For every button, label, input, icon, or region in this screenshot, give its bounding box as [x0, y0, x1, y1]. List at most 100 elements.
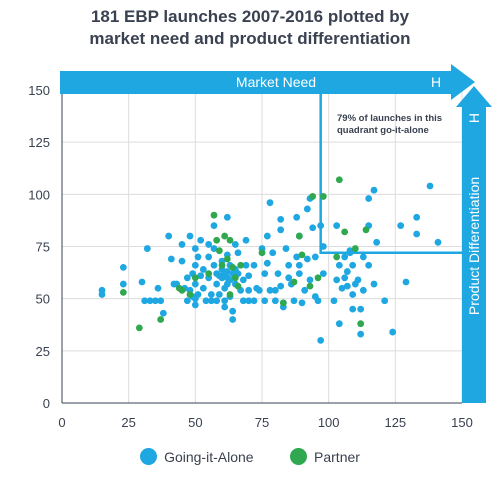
going-alone-point [373, 238, 381, 246]
going-alone-point [205, 253, 213, 261]
partner-point [226, 291, 234, 298]
going-alone-point [314, 297, 322, 305]
quadrant-annotation-line-2: quadrant go-it-alone [337, 125, 429, 136]
going-alone-point [365, 261, 373, 269]
going-alone-point [239, 297, 247, 305]
going-alone-point [183, 297, 191, 305]
going-alone-point [365, 195, 373, 202]
going-alone-point [295, 261, 303, 269]
going-alone-point [266, 286, 274, 294]
going-alone-point [434, 238, 442, 246]
product-differentiation-band [456, 86, 492, 403]
going-alone-point [298, 299, 306, 307]
partner-point [205, 270, 213, 278]
going-alone-point [242, 236, 250, 244]
x-tick-label: 25 [121, 415, 135, 430]
going-alone-point [266, 199, 274, 207]
partner-point [231, 274, 239, 282]
going-alone-point [191, 261, 199, 269]
going-alone-point [263, 259, 271, 267]
partner-point [135, 324, 143, 332]
going-alone-point [359, 286, 367, 294]
going-alone-point [346, 247, 354, 255]
going-alone-point [343, 268, 351, 275]
chart-title: 181 EBP launches 2007-2016 plotted by ma… [0, 6, 500, 50]
y-tick-label: 50 [36, 292, 50, 307]
market-need-band [60, 64, 475, 100]
going-alone-point [186, 232, 194, 240]
x-tick-label: 100 [318, 415, 340, 430]
partner-point [335, 176, 343, 184]
data-points [98, 176, 442, 344]
legend-item-going-alone: Going-it-Alone [140, 448, 254, 465]
partner-point [319, 193, 327, 200]
going-alone-point [197, 272, 205, 280]
y-tick-labels: 0 25 50 75 100 125 150 [28, 83, 50, 411]
going-alone-point [191, 280, 199, 288]
going-alone-point [234, 249, 242, 257]
going-alone-point [213, 280, 221, 288]
partner-point [290, 278, 298, 286]
going-alone-point [229, 307, 237, 315]
going-alone-point [178, 241, 186, 248]
going-alone-point [306, 276, 314, 284]
partner-point [157, 316, 165, 323]
going-alone-point [349, 261, 357, 269]
partner-point [298, 251, 306, 259]
going-alone-point [370, 186, 378, 194]
going-alone-point [341, 253, 349, 261]
partner-point [295, 232, 303, 240]
product-differentiation-end-label: H [466, 113, 482, 123]
partner-point [279, 299, 287, 307]
going-alone-point [311, 253, 319, 261]
going-alone-point [397, 222, 405, 230]
going-alone-point [357, 305, 365, 313]
going-alone-point [215, 291, 223, 298]
partner-point [213, 236, 221, 244]
going-alone-point [269, 249, 277, 257]
legend: Going-it-Alone Partner [0, 448, 500, 470]
going-alone-point [330, 297, 338, 305]
going-alone-point [146, 297, 154, 305]
partner-point [178, 286, 186, 294]
partner-point [186, 291, 194, 298]
product-differentiation-label: Product Differentiation [466, 177, 482, 315]
partner-point [218, 261, 226, 269]
going-alone-point [210, 245, 218, 252]
partner-point [306, 282, 314, 290]
legend-item-partner: Partner [290, 448, 360, 465]
legend-label-going-alone: Going-it-Alone [164, 448, 254, 465]
going-alone-point [295, 270, 303, 278]
quadrant-outline [319, 82, 462, 255]
going-alone-point [210, 261, 218, 269]
going-alone-point [183, 274, 191, 282]
going-alone-point [157, 297, 165, 305]
going-alone-point [317, 337, 325, 344]
partner-point [357, 320, 365, 328]
legend-swatch-partner [290, 448, 308, 465]
going-alone-point [213, 297, 221, 305]
going-alone-point [199, 266, 207, 273]
partner-point [191, 274, 199, 282]
chart-title-line-2: market need and product differentiation [89, 29, 411, 48]
quadrant-annotation-line-1: 79% of launches in this [337, 113, 442, 124]
going-alone-point [381, 297, 389, 305]
going-alone-point [207, 297, 215, 305]
going-alone-point [274, 270, 282, 278]
y-tick-label: 100 [28, 187, 50, 202]
market-need-end-label: H [431, 74, 441, 90]
going-alone-point [290, 297, 298, 305]
going-alone-point [261, 297, 269, 305]
y-tick-label: 75 [36, 240, 50, 255]
going-alone-point [413, 213, 421, 221]
going-alone-point [239, 276, 247, 284]
going-alone-point [349, 291, 357, 298]
x-tick-label: 125 [384, 415, 406, 430]
x-tick-label: 0 [58, 415, 65, 430]
going-alone-point [293, 253, 301, 261]
going-alone-point [389, 328, 397, 336]
going-alone-point [191, 245, 199, 252]
partner-point [258, 249, 266, 257]
partner-point [229, 263, 237, 271]
